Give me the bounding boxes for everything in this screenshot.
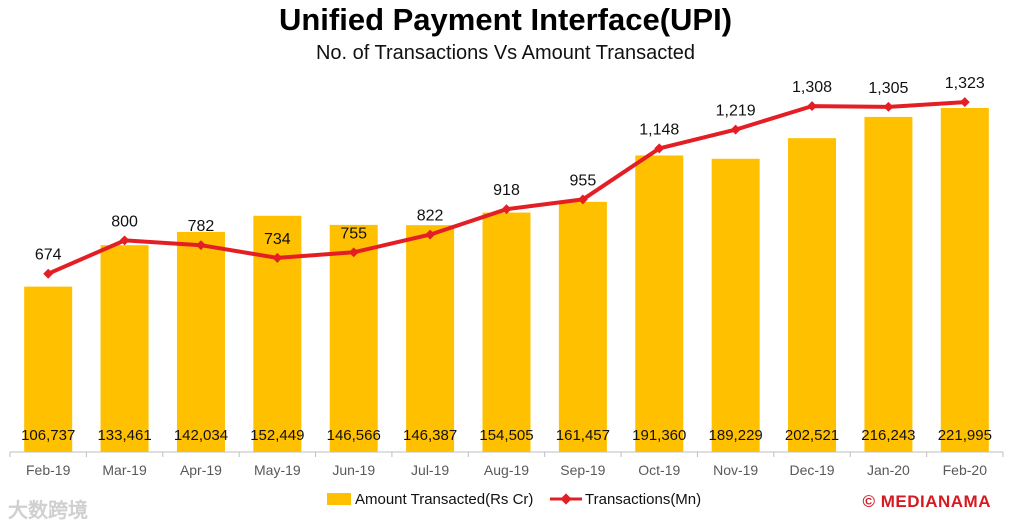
x-tick-label: Jun-19 [332,462,375,478]
line-value-label: 782 [188,218,215,235]
x-tick-label: Feb-19 [26,462,71,478]
x-tick-label: Mar-19 [102,462,147,478]
line-value-label: 1,323 [945,75,985,92]
bar-jan-20 [864,116,913,452]
line-marker-sep-19 [577,194,588,205]
line-marker-aug-19 [501,204,512,215]
x-axis: Feb-19 Mar-19 Apr-19 May-19 Jun-19 Jul-19 Aug-… [9,451,1004,478]
bar-value-label: 161,457 [556,427,610,444]
x-tick-label: Apr-19 [180,462,222,478]
brand-logo: © MEDIANAMA [862,492,991,511]
line-marker-jan-20 [883,101,894,112]
line-value-label: 800 [111,213,138,230]
line-marker-oct-19 [654,143,665,154]
bar-value-label: 154,505 [479,427,533,444]
x-tick-label: Dec-19 [789,462,834,478]
line-value-label: 734 [264,231,291,248]
bar-feb-19 [24,286,73,452]
bar-value-label: 146,387 [403,427,457,444]
bar-sep-19 [558,201,607,452]
line-value-label: 1,219 [716,103,756,120]
line-marker-mar-19 [119,235,130,246]
line-value-label: 1,148 [639,121,679,138]
x-tick-label: Feb-20 [943,462,988,478]
legend: Amount Transacted(Rs Cr) Transactions(Mn) [327,491,701,508]
bar-apr-19 [176,231,225,452]
line-value-label: 955 [570,172,597,189]
legend-swatch-amount [327,493,351,505]
chart-title: Unified Payment Interface(UPI) [278,2,733,37]
line-group [43,97,970,279]
line-value-label: 755 [340,225,367,242]
bar-value-label: 152,449 [250,427,304,444]
bar-jul-19 [406,225,455,452]
legend-marker-transactions [560,493,572,505]
bar-jun-19 [329,224,378,452]
x-tick-label: May-19 [254,462,301,478]
bar-value-label: 142,034 [174,427,228,444]
line-marker-nov-19 [730,124,741,135]
legend-label-amount: Amount Transacted(Rs Cr) [355,491,533,508]
x-tick-label: Nov-19 [713,462,758,478]
bar-mar-19 [100,245,149,452]
line-marker-dec-19 [807,101,817,112]
line-value-label: 1,305 [868,80,908,97]
bars-group [24,108,989,452]
bar-value-label: 221,995 [938,427,992,444]
x-tick-label: Jul-19 [411,462,449,478]
bar-value-label: 216,243 [861,427,915,444]
x-tick-label: Sep-19 [560,462,605,478]
bar-oct-19 [635,155,684,452]
bar-labels-group: 106,737 133,461 142,034 152,449 146,566 146,3… [21,427,992,444]
bar-aug-19 [482,212,531,452]
x-tick-label: Aug-19 [484,462,529,478]
line-marker-apr-19 [196,240,206,251]
line-value-label: 822 [417,208,444,225]
x-tick-label: Jan-20 [867,462,910,478]
line-labels-group: 674 800 782 734 755 822 918 955 1,148 1,219 1,308 1… [35,75,985,264]
line-value-label: 674 [35,247,62,264]
bar-may-19 [253,215,302,452]
line-marker-feb-20 [959,97,970,108]
bar-value-label: 106,737 [21,427,75,444]
bar-value-label: 133,461 [97,427,151,444]
bar-value-label: 146,566 [327,427,381,444]
line-value-label: 918 [493,182,520,199]
line-marker-jul-19 [425,229,436,240]
bar-value-label: 191,360 [632,427,686,444]
bar-dec-19 [788,138,837,452]
x-tick-label: Oct-19 [638,462,680,478]
bar-nov-19 [711,158,760,452]
line-marker-may-19 [272,252,283,263]
legend-label-transactions: Transactions(Mn) [585,491,701,508]
line-marker-jun-19 [348,247,359,258]
line-value-label: 1,308 [792,79,832,96]
bar-value-label: 202,521 [785,427,839,444]
watermark: 大数跨境 [8,500,88,522]
bar-feb-20 [940,108,989,452]
bar-value-label: 189,229 [709,427,763,444]
chart-subtitle: No. of Transactions Vs Amount Transacted [315,42,696,64]
